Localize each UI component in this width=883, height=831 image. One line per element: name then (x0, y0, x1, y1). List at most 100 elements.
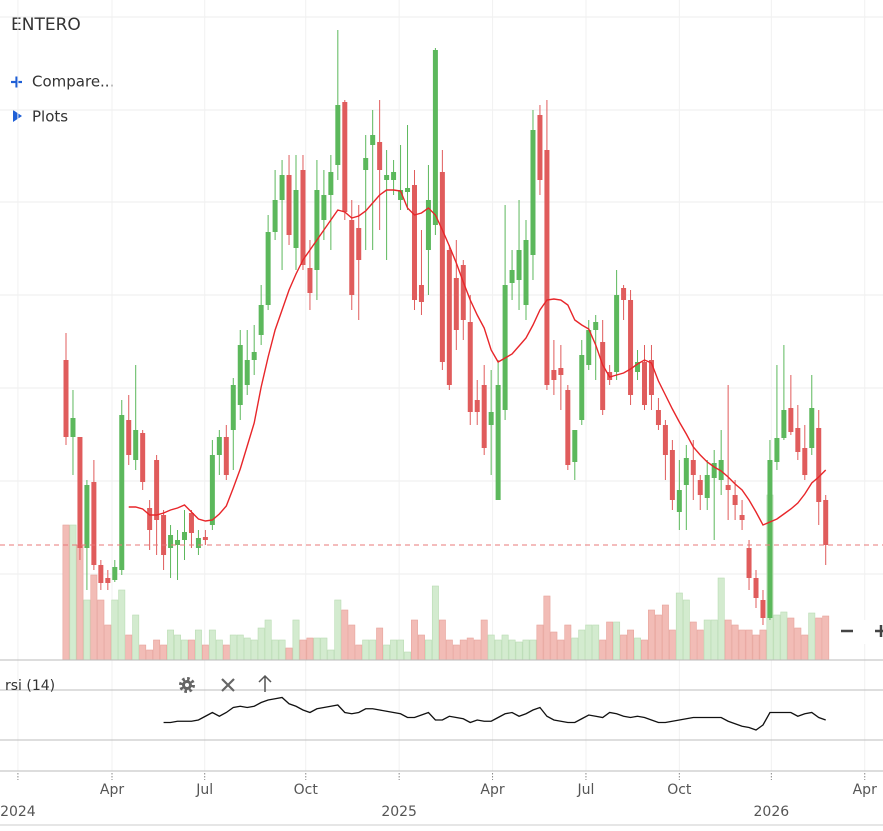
volume-bar (620, 634, 628, 661)
candle-body (133, 430, 139, 460)
volume-bar (250, 639, 258, 661)
volume-bar (466, 637, 474, 661)
moving-average-line (128, 189, 827, 526)
close-icon (221, 678, 235, 692)
move-up-button[interactable] (258, 674, 272, 692)
x-tick-label: Jul (576, 782, 594, 798)
candle-body (188, 513, 194, 533)
volume-bar (731, 624, 739, 661)
volume-bar (104, 624, 112, 661)
candle-body (621, 288, 627, 300)
volume-bar (445, 639, 453, 661)
candle-body (788, 408, 794, 432)
candle-body (753, 578, 759, 598)
candle-body (356, 228, 362, 260)
candle-body (154, 460, 160, 520)
x-tick-label: Jul (195, 782, 213, 798)
volume-bar (668, 629, 676, 661)
candle-body (600, 342, 606, 410)
candle-body (175, 540, 181, 545)
x-tick-label: Apr (100, 782, 124, 798)
volume-bar (404, 651, 411, 661)
settings-button[interactable] (179, 677, 195, 693)
volume-bar (348, 624, 356, 661)
volume-bar (550, 631, 558, 661)
candle-body (509, 270, 515, 283)
candle-body (181, 532, 187, 540)
candle-body (77, 437, 83, 548)
arrow-icon (258, 674, 272, 692)
volume-bar (459, 639, 467, 661)
candle-body (84, 485, 90, 548)
volume-bar (815, 617, 823, 661)
volume-bar (822, 615, 830, 661)
candle-body (126, 420, 132, 455)
candle-body (168, 535, 174, 548)
volume-bar (118, 589, 126, 661)
volume-bar (654, 614, 662, 661)
candle-body (293, 190, 299, 248)
volume-bar (487, 634, 495, 661)
volume-bar (424, 639, 432, 661)
candle-body (767, 460, 773, 618)
candle-body (279, 175, 285, 200)
candle-body (314, 190, 320, 270)
candle-body (739, 515, 745, 520)
candle-body (628, 300, 634, 395)
compare-button[interactable]: Compare... (11, 73, 114, 91)
candle-body (384, 175, 390, 180)
candle-body (328, 172, 334, 195)
candle-body (795, 428, 801, 452)
volume-bar (174, 634, 181, 661)
volume-bar (759, 629, 767, 661)
compare-label[interactable]: Compare... (32, 73, 114, 91)
volume-bar (641, 639, 648, 661)
candle-body (502, 285, 508, 410)
x-tick-label: 2026 (754, 804, 790, 820)
candle-body (746, 548, 752, 578)
volume-bar (787, 617, 795, 661)
rsi-line (163, 696, 826, 731)
candle-body (265, 232, 271, 305)
volume-bar (703, 619, 711, 661)
candle-body (725, 485, 731, 490)
candle-body (140, 433, 146, 482)
plots-label[interactable]: Plots (32, 108, 68, 126)
candle-body (251, 352, 257, 360)
candle-body (300, 170, 306, 265)
candle-body (488, 412, 494, 425)
volume-bar (236, 634, 244, 661)
volume-bar (508, 639, 516, 661)
volume-bar (557, 639, 565, 661)
volume-bar (397, 639, 404, 661)
chart-title: ENTERO (11, 15, 81, 35)
candle-body (112, 567, 118, 580)
zoom-controls[interactable] (834, 620, 883, 644)
candle-body (119, 415, 125, 570)
candle-body (377, 142, 383, 170)
candle-body (195, 538, 201, 548)
volume-bar (794, 627, 802, 661)
volume-bar (438, 619, 446, 661)
volume-bar (599, 639, 607, 661)
volume-bar (606, 621, 614, 661)
volume-bar (515, 641, 523, 661)
volume-bar (634, 637, 641, 661)
volume-bar (111, 599, 119, 661)
candle-body (641, 362, 647, 405)
volume-bar (390, 639, 398, 661)
candle-body (272, 200, 278, 232)
candle-body (321, 195, 327, 220)
candle-body (635, 362, 641, 372)
candle-body (216, 437, 222, 455)
volume-bar (808, 612, 816, 661)
candle-body (558, 368, 564, 375)
volume-bar (529, 639, 537, 661)
remove-button[interactable] (221, 678, 235, 692)
gear-hole (185, 683, 189, 687)
volume-bar (208, 629, 216, 661)
candle-body (349, 220, 355, 295)
candle-body (398, 190, 404, 200)
candle-body (258, 305, 264, 335)
